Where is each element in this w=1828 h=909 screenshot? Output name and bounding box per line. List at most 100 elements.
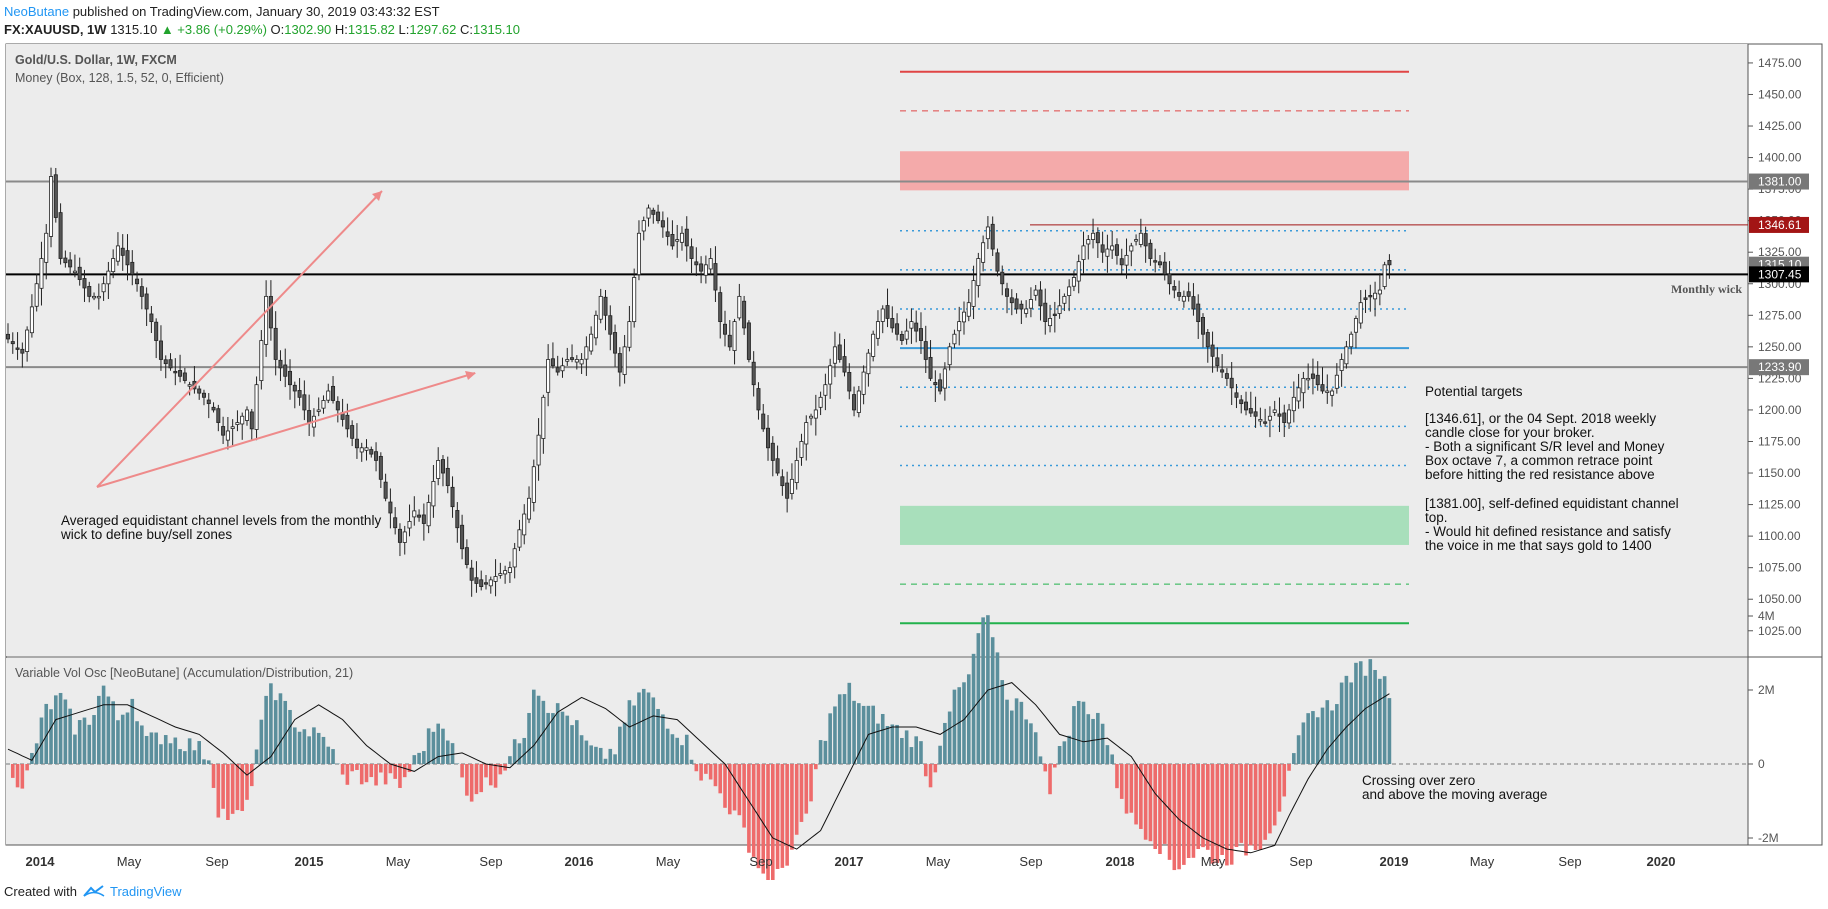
candle-body xyxy=(1048,318,1053,327)
oscillator-bar xyxy=(369,764,374,778)
oscillator-bar xyxy=(598,747,603,764)
candle-body xyxy=(283,364,288,377)
candle-body xyxy=(751,361,756,386)
candle-body xyxy=(866,352,871,375)
tradingview-brand[interactable]: TradingView xyxy=(110,884,182,899)
oscillator-bar xyxy=(1139,764,1143,829)
candle-body xyxy=(1325,390,1330,393)
oscillator-bar xyxy=(713,764,718,787)
oscillator-bar xyxy=(1320,707,1325,764)
time-tick-label: May xyxy=(656,854,681,869)
publish-line: NeoButane published on TradingView.com, … xyxy=(4,4,520,20)
time-tick-label: May xyxy=(117,854,142,869)
candle-body xyxy=(1344,346,1349,365)
candle-body xyxy=(1210,344,1215,357)
candle-body xyxy=(976,258,981,287)
candle-body xyxy=(29,306,34,334)
candle-body xyxy=(1067,286,1072,296)
oscillator-bar xyxy=(517,743,522,764)
oscillator-bar xyxy=(326,746,331,764)
time-tick-label: Sep xyxy=(205,854,228,869)
oscillator-bar xyxy=(766,764,770,880)
target1-line: - Both a significant S/R level and Money xyxy=(1425,439,1665,454)
oscillator-bar xyxy=(226,764,230,820)
candle-body xyxy=(1349,333,1354,348)
oscillator-bar xyxy=(426,728,431,764)
oscillator-bar xyxy=(245,764,249,800)
candle-body xyxy=(1052,313,1057,317)
candle-body xyxy=(1382,264,1387,287)
oscillator-bar xyxy=(206,760,211,764)
candle-body xyxy=(383,481,388,499)
price-label-text: 1346.61 xyxy=(1758,218,1802,232)
candle-body xyxy=(154,321,159,341)
author-link[interactable]: NeoButane xyxy=(4,4,70,19)
oscillator-label: Variable Vol Osc [NeoButane] (Accumulati… xyxy=(15,666,353,680)
time-tick-label: May xyxy=(1470,854,1495,869)
price-label-box xyxy=(1749,173,1809,190)
candle-body xyxy=(1258,419,1263,422)
candle-body xyxy=(1339,359,1344,371)
candle-body xyxy=(421,514,426,524)
candle-body xyxy=(6,333,11,340)
targets-title: Potential targets xyxy=(1425,384,1523,399)
candle-body xyxy=(393,517,398,529)
candle-body xyxy=(837,344,842,360)
oscillator-bar xyxy=(1354,662,1358,764)
oscillator-bar xyxy=(909,747,914,764)
candle-body xyxy=(15,347,20,350)
price-label-text: 1233.90 xyxy=(1758,360,1802,374)
oscillator-bar xyxy=(316,732,321,764)
oscillator-bar xyxy=(1191,764,1196,858)
candle-body xyxy=(947,346,952,366)
candle-body xyxy=(933,382,938,386)
candle-body xyxy=(679,232,684,243)
oscillator-bar xyxy=(818,740,823,764)
oscillator-bar xyxy=(120,714,125,764)
candle-body xyxy=(1105,248,1110,257)
candle-body xyxy=(206,399,211,405)
candle-body xyxy=(1076,261,1081,282)
candle-body xyxy=(1330,390,1335,396)
time-tick-label: 2017 xyxy=(835,854,864,869)
oscillator-bar xyxy=(58,692,63,764)
oscillator-bar xyxy=(900,737,904,764)
oscillator-bar xyxy=(469,764,474,802)
oscillator-bar xyxy=(828,713,832,764)
candle-body xyxy=(25,329,30,352)
candle-body xyxy=(436,460,441,479)
candle-body xyxy=(120,247,125,256)
candle-body xyxy=(574,359,579,363)
candle-body xyxy=(417,514,422,518)
oscillator-note-line-2: and above the moving average xyxy=(1362,787,1547,802)
candle-body xyxy=(1153,260,1158,263)
oscillator-bar xyxy=(794,764,799,835)
candle-body xyxy=(374,451,379,461)
chart-canvas[interactable]: Gold/U.S. Dollar, 1W, FXCM Money (Box, 12… xyxy=(0,0,1828,880)
oscillator-tick-label: 0 xyxy=(1758,757,1765,771)
oscillator-bar xyxy=(173,737,178,764)
candle-body xyxy=(1119,258,1124,266)
candle-body xyxy=(464,547,469,565)
close-value: 1315.10 xyxy=(473,22,520,37)
oscillator-bar xyxy=(1172,764,1177,871)
oscillator-bar xyxy=(512,739,517,764)
candle-body xyxy=(1081,245,1086,260)
oscillator-bar xyxy=(646,692,651,764)
candle-body xyxy=(904,330,909,340)
candle-body xyxy=(178,370,183,377)
oscillator-bar xyxy=(641,688,646,764)
candle-body xyxy=(1387,260,1392,266)
oscillator-bar xyxy=(82,717,87,764)
candle-body xyxy=(723,323,728,335)
indicator-label: Money (Box, 128, 1.5, 52, 0, Efficient) xyxy=(15,71,224,85)
oscillator-bar xyxy=(608,748,613,764)
oscillator-bar xyxy=(1091,718,1095,764)
time-tick-label: 2014 xyxy=(26,854,56,869)
oscillator-bar xyxy=(837,694,842,764)
oscillator-bar xyxy=(1268,764,1272,834)
candle-body xyxy=(1009,297,1014,304)
oscillator-bar xyxy=(407,764,412,773)
oscillator-tick-label: -2M xyxy=(1758,831,1779,845)
oscillator-bar xyxy=(1282,764,1287,797)
